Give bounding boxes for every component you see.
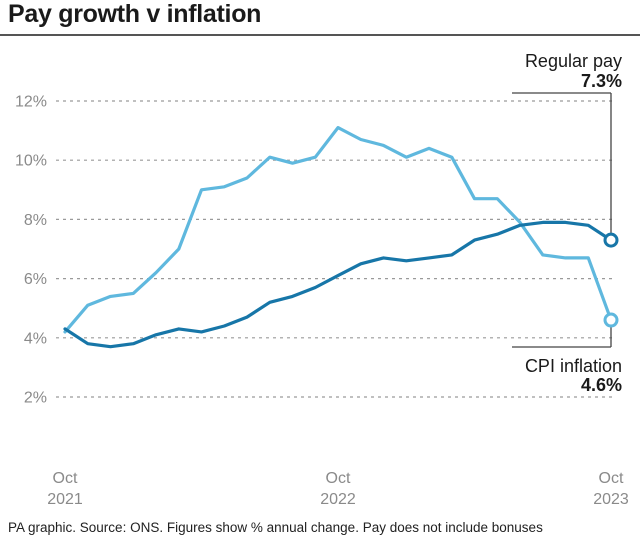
y-axis-tick-labels: 2% 4% 6% 8% 10% 12% (15, 94, 47, 407)
y-tick-label: 6% (24, 271, 47, 288)
x-tick-label: 2022 (320, 491, 356, 508)
title-divider (0, 34, 640, 36)
x-tick-label: 2023 (593, 491, 629, 508)
y-tick-label: 2% (24, 390, 47, 407)
cpi-inflation-label: CPI inflation (525, 356, 622, 376)
cpi-inflation-value: 4.6% (581, 375, 622, 395)
regular-pay-value: 7.3% (581, 71, 622, 91)
chart-title: Pay growth v inflation (8, 0, 262, 28)
y-tick-label: 4% (24, 330, 47, 347)
cpi-inflation-end-marker (603, 312, 619, 328)
y-tick-label: 10% (15, 153, 47, 170)
x-tick-label: Oct (326, 470, 351, 487)
cpi-inflation-line (63, 125, 613, 334)
regular-pay-end-marker (603, 232, 619, 248)
x-tick-label: 2021 (47, 491, 83, 508)
x-tick-label: Oct (599, 470, 624, 487)
series-lines (63, 125, 613, 349)
source-note: PA graphic. Source: ONS. Figures show % … (8, 520, 543, 535)
regular-pay-line (63, 220, 613, 349)
y-tick-label: 12% (15, 94, 47, 111)
x-axis-tick-labels: Oct 2021 Oct 2022 Oct 2023 (47, 470, 629, 508)
y-tick-label: 8% (24, 212, 47, 229)
x-tick-label: Oct (53, 470, 78, 487)
gridlines (56, 100, 612, 398)
regular-pay-label: Regular pay (525, 51, 622, 71)
